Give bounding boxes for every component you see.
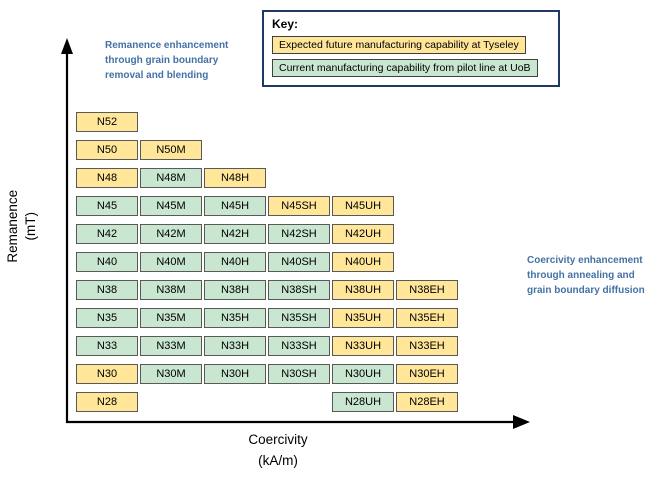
grade-cell-n38: N38 <box>76 280 138 300</box>
grade-cell-n40h: N40H <box>204 252 266 272</box>
grade-cell-n45m: N45M <box>140 196 202 216</box>
grade-cell-n30eh: N30EH <box>396 364 458 384</box>
grade-cell-n30: N30 <box>76 364 138 384</box>
grade-cell-n48h: N48H <box>204 168 266 188</box>
key-item-current: Current manufacturing capability from pi… <box>272 59 538 77</box>
grade-cell-n42sh: N42SH <box>268 224 330 244</box>
grade-cell-n38sh: N38SH <box>268 280 330 300</box>
grade-cell-n33: N33 <box>76 336 138 356</box>
grade-cell-n38eh: N38EH <box>396 280 458 300</box>
grade-cell-n28eh: N28EH <box>396 392 458 412</box>
key-box: Key: Expected future manufacturing capab… <box>262 10 560 87</box>
grade-cell-n33h: N33H <box>204 336 266 356</box>
grade-cell-n52: N52 <box>76 112 138 132</box>
grade-cell-n30m: N30M <box>140 364 202 384</box>
grade-cell-n33eh: N33EH <box>396 336 458 356</box>
annotation-remanence-enhancement: Remanence enhancement through grain boun… <box>105 40 229 81</box>
grade-cell-n45uh: N45UH <box>332 196 394 216</box>
grade-cell-n35eh: N35EH <box>396 308 458 328</box>
grade-cell-n33sh: N33SH <box>268 336 330 356</box>
grade-cell-n42h: N42H <box>204 224 266 244</box>
grade-cell-n40uh: N40UH <box>332 252 394 272</box>
grade-cell-n28uh: N28UH <box>332 392 394 412</box>
grade-cell-n45sh: N45SH <box>268 196 330 216</box>
grade-cell-n30h: N30H <box>204 364 266 384</box>
grade-cell-n45: N45 <box>76 196 138 216</box>
x-axis-label: Coercivity (kA/m) <box>248 432 308 468</box>
grade-cell-n50: N50 <box>76 140 138 160</box>
key-items: Expected future manufacturing capability… <box>272 36 550 77</box>
grade-cell-n35: N35 <box>76 308 138 328</box>
grade-cell-n28: N28 <box>76 392 138 412</box>
grade-cell-n42: N42 <box>76 224 138 244</box>
grade-cell-n40m: N40M <box>140 252 202 272</box>
grade-cell-n38uh: N38UH <box>332 280 394 300</box>
x-axis-arrow-icon <box>513 415 530 429</box>
y-axis-label: Remanence (mT) <box>4 189 38 263</box>
grade-cell-n42m: N42M <box>140 224 202 244</box>
grade-cell-n35uh: N35UH <box>332 308 394 328</box>
grade-cell-n38h: N38H <box>204 280 266 300</box>
grade-cell-n38m: N38M <box>140 280 202 300</box>
key-title: Key: <box>272 17 299 31</box>
grade-cell-n35h: N35H <box>204 308 266 328</box>
grade-cell-n40: N40 <box>76 252 138 272</box>
grade-cell-n45h: N45H <box>204 196 266 216</box>
key-item-future: Expected future manufacturing capability… <box>272 36 526 54</box>
grade-cell-n42uh: N42UH <box>332 224 394 244</box>
grade-cell-n48: N48 <box>76 168 138 188</box>
grade-cell-n33m: N33M <box>140 336 202 356</box>
grade-cell-n48m: N48M <box>140 168 202 188</box>
y-axis <box>61 38 73 423</box>
grade-cell-n35m: N35M <box>140 308 202 328</box>
grade-cell-n35sh: N35SH <box>268 308 330 328</box>
grade-cell-n30sh: N30SH <box>268 364 330 384</box>
grade-cell-n33uh: N33UH <box>332 336 394 356</box>
annotation-coercivity-enhancement: Coercivity enhancement through annealing… <box>527 255 645 296</box>
y-axis-arrow-icon <box>61 38 73 54</box>
grade-cell-n30uh: N30UH <box>332 364 394 384</box>
grade-cell-n40sh: N40SH <box>268 252 330 272</box>
x-axis <box>66 415 530 429</box>
grade-cell-n50m: N50M <box>140 140 202 160</box>
